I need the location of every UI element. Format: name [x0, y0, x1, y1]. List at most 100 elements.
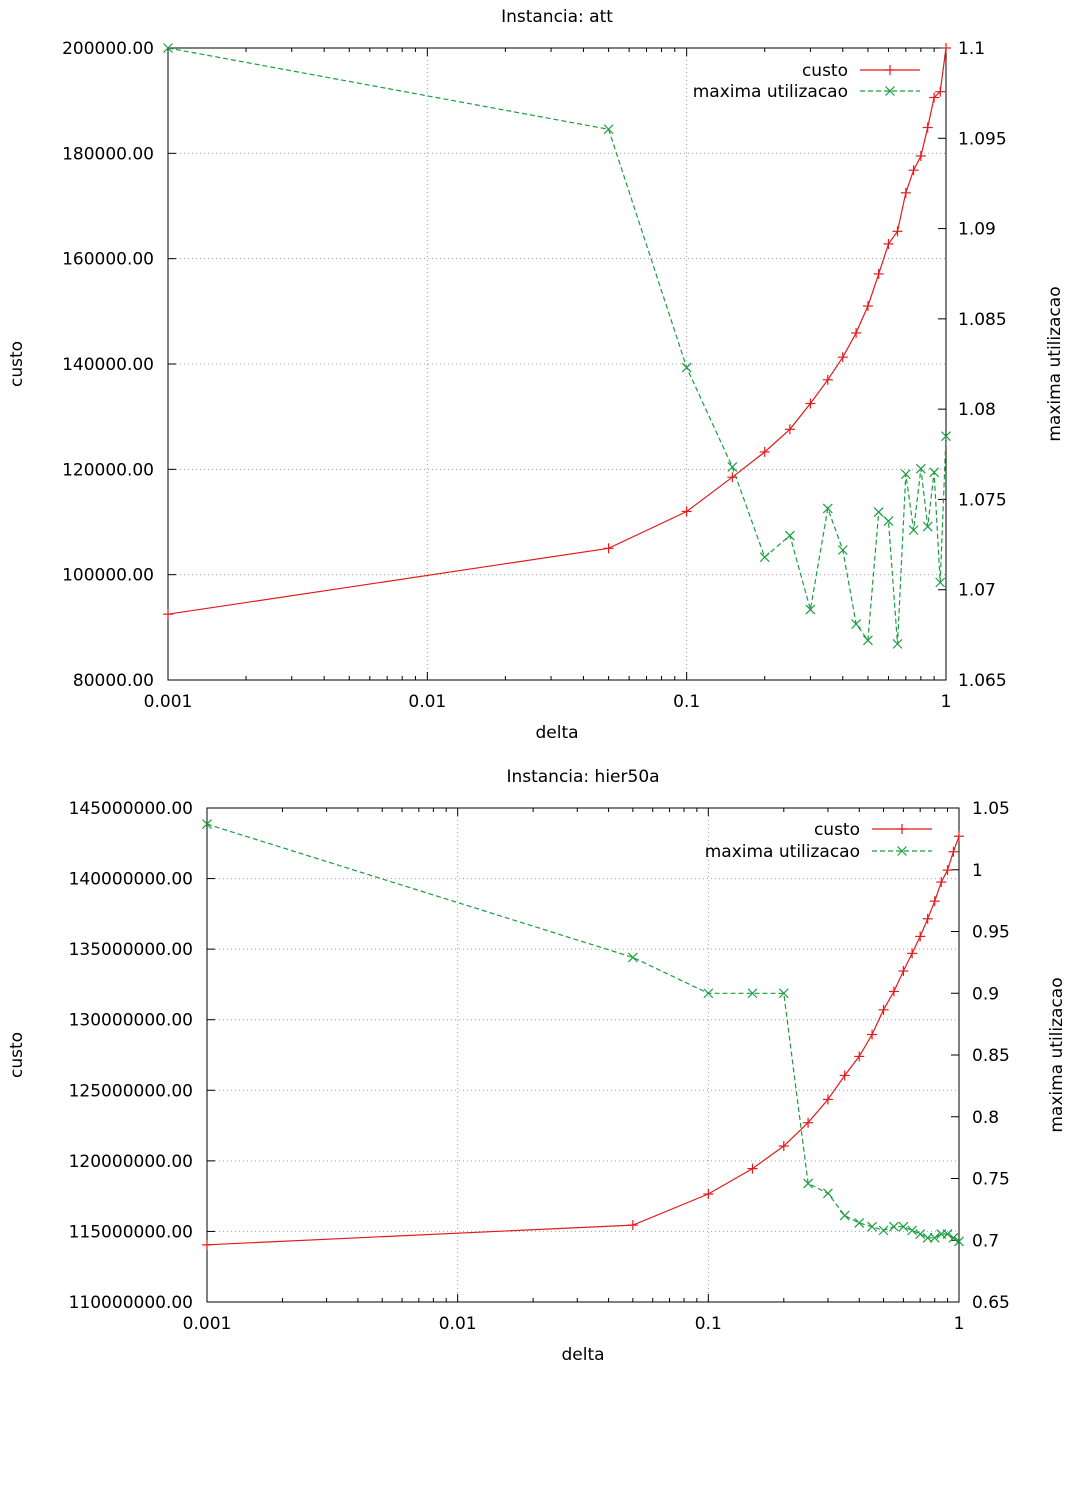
data-point	[907, 948, 918, 959]
y2-axis-title: maxima utilizacao	[1045, 286, 1065, 441]
data-point	[922, 1232, 933, 1243]
cross-marker-b	[922, 1232, 933, 1243]
cross-marker-b	[627, 952, 638, 963]
y-tick-label: 200000.00	[62, 39, 154, 59]
y2-tick-label: 0.65	[972, 1293, 1010, 1313]
y2-tick-label: 1	[972, 861, 983, 881]
data-point	[839, 1210, 850, 1221]
cross-marker-b	[941, 431, 951, 442]
data-point	[163, 43, 173, 53]
data-point	[778, 988, 789, 999]
data-point	[873, 507, 884, 517]
data-point	[922, 913, 933, 924]
data-point	[907, 1225, 918, 1236]
cross-marker-b	[837, 545, 848, 555]
data-point	[935, 86, 946, 97]
data-point	[878, 1225, 889, 1236]
y-axis-left: 80000.00 100000.00 120000.00 140000.00 16000…	[62, 39, 176, 691]
y-tick-label: 120000.00	[62, 460, 154, 480]
legend-marker	[885, 65, 895, 75]
data-point	[851, 327, 862, 338]
x-tick-label: 0.001	[144, 692, 193, 712]
legend-entry: custo	[802, 61, 920, 81]
cross-marker-b	[929, 467, 940, 478]
cross-marker-b	[202, 819, 212, 829]
data-point	[784, 530, 795, 541]
cross-marker-b	[778, 988, 789, 999]
cross-marker-b	[898, 1221, 909, 1232]
legend-label: maxima utilizacao	[705, 842, 860, 862]
y-axis-right: 0.65 0.7 0.75 0.8 0.85 0.9 0.95 1 1.05	[951, 799, 1010, 1313]
y-tick-label: 160000.00	[62, 250, 154, 270]
series-line	[206, 835, 960, 1246]
y-tick-label: 140000000.00	[69, 870, 193, 890]
legend-entry: custo	[814, 820, 932, 840]
data-point	[892, 638, 903, 649]
y-tick-label: 120000000.00	[69, 1152, 193, 1172]
y2-tick-label: 1.065	[958, 671, 1007, 691]
data-point	[823, 1188, 833, 1199]
cross-marker-b	[892, 638, 903, 649]
x-axis: 0.001 0.01 0.1 1	[144, 48, 952, 712]
y2-tick-label: 0.7	[972, 1231, 999, 1251]
cross-marker-b	[897, 846, 907, 856]
cross-marker-b	[878, 1225, 889, 1236]
data-point	[915, 463, 926, 474]
data-point	[929, 896, 940, 907]
data-point	[954, 831, 964, 842]
cross-marker-b	[948, 1232, 959, 1243]
data-point	[867, 1029, 878, 1040]
data-point	[954, 1236, 964, 1247]
y-tick-label: 180000.00	[62, 144, 154, 164]
cross-marker-b	[915, 463, 926, 474]
cross-marker-b	[759, 552, 770, 563]
data-point	[929, 92, 940, 103]
data-point	[898, 966, 909, 977]
y-tick-label: 130000000.00	[69, 1011, 193, 1031]
data-point	[935, 577, 946, 588]
y2-tick-label: 1.075	[958, 490, 1007, 510]
series-custo	[202, 831, 964, 1250]
series-custo	[163, 43, 951, 620]
data-point	[803, 1117, 814, 1128]
data-point	[627, 1220, 638, 1231]
y2-tick-label: 0.8	[972, 1108, 999, 1128]
legend-label: maxima utilizacao	[693, 82, 848, 102]
cross-marker-b	[922, 521, 933, 532]
data-point	[163, 609, 173, 620]
y-tick-label: 135000000.00	[69, 940, 193, 960]
data-point	[873, 268, 884, 279]
data-point	[863, 635, 873, 646]
y-tick-label: 125000000.00	[69, 1081, 193, 1101]
data-point	[929, 467, 940, 478]
data-point	[915, 1229, 926, 1239]
y-tick-label: 115000000.00	[69, 1222, 193, 1242]
cross-marker-b	[900, 469, 911, 480]
cross-marker-b	[908, 525, 919, 536]
legend-entry: maxima utilizacao	[693, 82, 920, 102]
data-point	[805, 604, 816, 615]
y2-tick-label: 1.095	[958, 129, 1007, 149]
y-axis-right: 1.065 1.07 1.075 1.08 1.085 1.09 1.095 1.1	[938, 39, 1007, 691]
y-tick-label: 140000.00	[62, 355, 154, 375]
cross-marker-b	[803, 1178, 814, 1189]
legend-marker	[897, 824, 907, 834]
cross-marker-b	[854, 1218, 865, 1228]
data-point	[888, 986, 899, 997]
x-tick-label: 0.01	[439, 1314, 477, 1334]
cross-marker-b	[935, 577, 946, 588]
data-point	[867, 1221, 877, 1232]
data-point	[851, 619, 861, 629]
cross-marker-b	[873, 507, 884, 517]
y-tick-label: 145000000.00	[69, 799, 193, 819]
cross-marker-b	[805, 604, 816, 615]
series-line	[167, 47, 947, 615]
data-point	[898, 1221, 909, 1232]
cross-marker-b	[888, 1221, 899, 1232]
data-point	[915, 150, 926, 161]
cross-marker-b	[929, 1232, 940, 1243]
cross-marker-b	[915, 1229, 926, 1239]
data-point	[892, 226, 903, 237]
x-tick-label: 1	[941, 692, 952, 712]
data-point	[681, 506, 692, 517]
